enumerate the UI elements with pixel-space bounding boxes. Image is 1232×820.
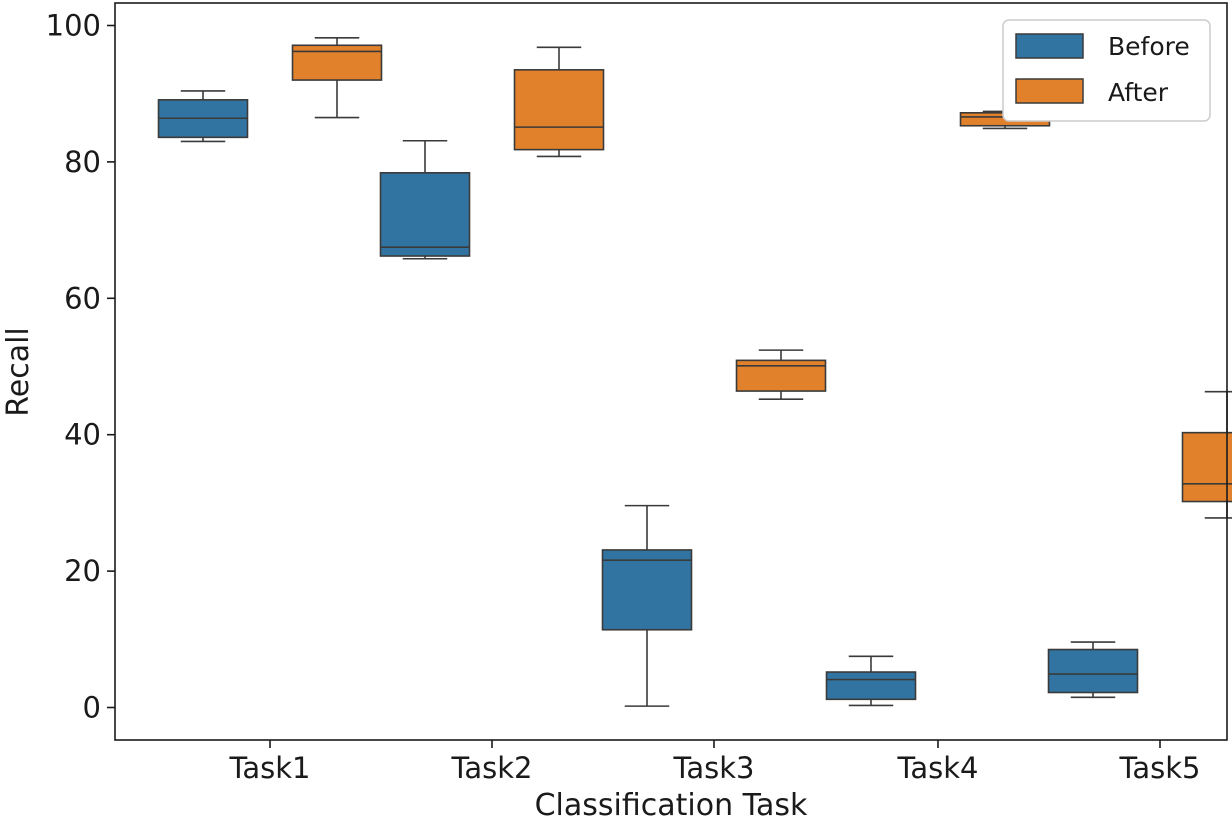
box-before-task1 (157, 90, 249, 143)
y-tick-label-100: 100 (46, 9, 101, 43)
box-rect-after-task2 (513, 69, 605, 151)
box-after-task1 (291, 36, 383, 119)
box-rect-before-task3 (601, 549, 693, 631)
box-rect-after-task3 (735, 359, 827, 392)
box-rect-after-task5 (1181, 431, 1232, 503)
x-tick-label-task4: Task4 (896, 751, 978, 785)
box-rect-before-task5 (1047, 648, 1139, 694)
x-axis-ticks: Task1 Task2 Task3 Task4 Task5 (228, 740, 1201, 785)
x-tick-label-task5: Task5 (1118, 751, 1200, 785)
x-tick-label-task1: Task1 (228, 751, 310, 785)
box-rect-before-task4 (825, 671, 917, 701)
axes-frame (114, 2, 1228, 741)
y-tick-label-0: 0 (83, 691, 101, 725)
x-tick-label-task3: Task3 (672, 751, 754, 785)
legend-label-before: Before (1108, 32, 1190, 61)
legend-label-after: After (1108, 78, 1169, 107)
box-before-task4 (825, 655, 917, 707)
box-before-task3 (601, 504, 693, 707)
box-after-task3 (735, 349, 827, 401)
plot-area (157, 36, 1232, 707)
box-rect-after-task1 (291, 44, 383, 81)
y-tick-label-80: 80 (64, 145, 101, 179)
y-tick-label-40: 40 (64, 418, 101, 452)
y-axis-ticks: 0 20 40 60 80 100 (46, 9, 115, 725)
y-tick-label-20: 20 (64, 554, 101, 588)
x-axis-label: Classification Task (535, 788, 808, 820)
legend: Before After (1002, 19, 1211, 122)
y-axis-label: Recall (1, 327, 36, 417)
legend-swatch-before (1015, 33, 1084, 59)
box-before-task5 (1047, 641, 1139, 699)
x-tick-label-task2: Task2 (450, 751, 532, 785)
y-tick-label-60: 60 (64, 281, 101, 315)
box-before-task2 (379, 139, 471, 260)
legend-swatch-after (1015, 78, 1084, 104)
box-rect-before-task2 (379, 172, 471, 257)
box-after-task5 (1181, 390, 1232, 519)
box-after-task2 (513, 46, 605, 158)
